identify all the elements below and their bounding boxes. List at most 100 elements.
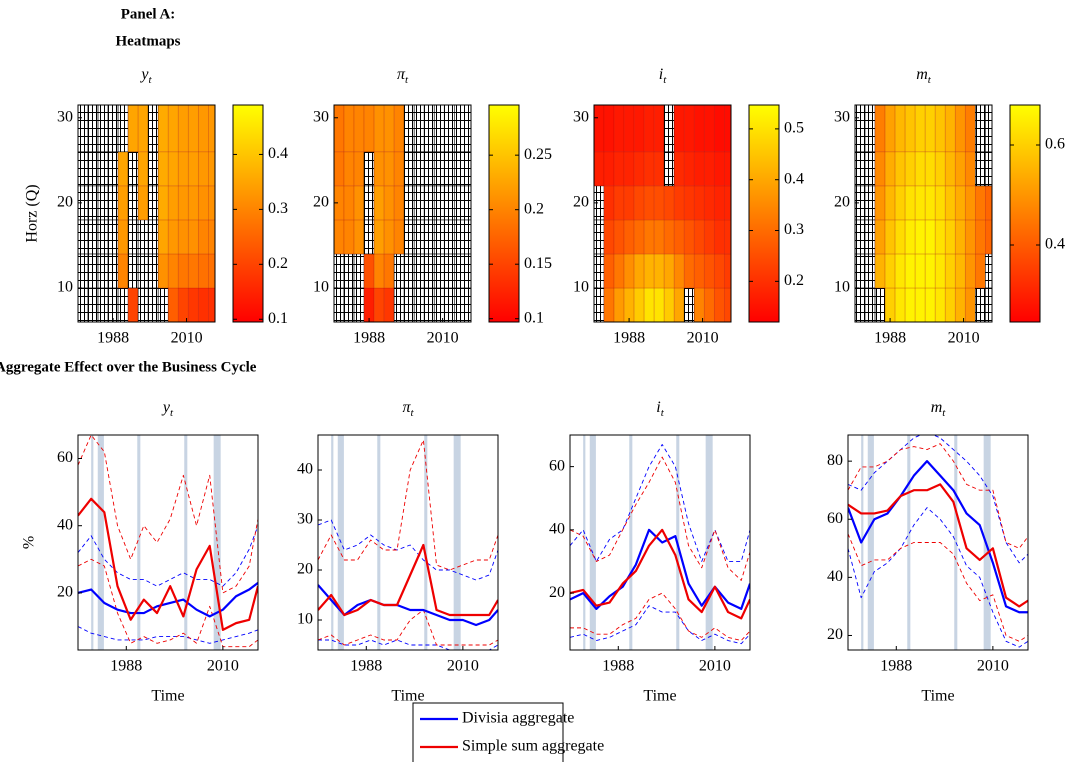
y-tick-label: 60 xyxy=(57,449,73,466)
title-subscript: t xyxy=(149,74,153,86)
heat-cell xyxy=(653,253,665,289)
heat-cell xyxy=(623,105,635,153)
colorbar-tick-label: 0.4 xyxy=(268,145,288,162)
recession-band xyxy=(983,435,991,650)
heat-cell xyxy=(934,185,946,221)
y-tick-label: 40 xyxy=(827,568,843,585)
masked-cell xyxy=(423,151,435,187)
heat-cell xyxy=(904,151,916,187)
masked-cell xyxy=(864,105,876,153)
y-tick-label: 20 xyxy=(297,561,313,578)
x-tick-label: 2010 xyxy=(171,330,203,347)
heat-cell xyxy=(964,185,976,221)
masked-cell xyxy=(443,185,455,221)
upper-band xyxy=(570,444,750,562)
heat-cell xyxy=(603,253,615,289)
recession-band xyxy=(629,435,633,650)
heat-cell xyxy=(594,151,605,187)
heat-cell xyxy=(373,151,385,187)
masked-cell xyxy=(403,287,415,322)
x-tick-label: 1988 xyxy=(350,658,382,675)
masked-cell xyxy=(464,219,471,255)
title-subscript: t xyxy=(663,74,667,86)
heat-cell xyxy=(343,105,355,153)
heat-cell xyxy=(197,105,209,153)
masked-cell xyxy=(147,185,159,221)
heat-cell xyxy=(683,219,695,255)
masked-cell xyxy=(864,287,876,322)
heat-cell xyxy=(944,219,956,255)
masked-cell xyxy=(363,219,375,255)
colorbar-tick-label: 0.2 xyxy=(268,255,288,272)
heat-cell xyxy=(633,151,645,187)
colorbar-tick-label: 0.25 xyxy=(524,146,552,163)
masked-cell xyxy=(443,287,455,322)
heat-cell xyxy=(924,151,936,187)
heat-cell xyxy=(208,105,215,153)
series-line xyxy=(78,497,258,631)
heat-cell xyxy=(724,287,731,322)
masked-cell xyxy=(147,219,159,255)
title-text: π xyxy=(402,399,411,416)
series-line xyxy=(848,483,1028,608)
heat-cell xyxy=(157,219,169,255)
chart-title: πt xyxy=(402,399,414,419)
masked-cell xyxy=(147,253,159,289)
masked-cell xyxy=(147,105,159,153)
heat-cell xyxy=(904,105,916,153)
y-tick-label: 60 xyxy=(549,457,565,474)
masked-cell xyxy=(403,219,415,255)
colorbar-tick-label: 0.4 xyxy=(784,170,804,187)
masked-cell xyxy=(393,287,405,322)
heat-cell xyxy=(167,287,179,322)
masked-cell xyxy=(985,151,992,187)
masked-cell xyxy=(87,219,99,255)
masked-cell xyxy=(97,105,109,153)
masked-cell xyxy=(127,185,139,221)
heat-cell xyxy=(964,151,976,187)
heat-cell xyxy=(663,253,675,289)
panel-b-title: Aggregate Effect over the Business Cycle xyxy=(0,359,257,375)
colorbar xyxy=(1009,104,1041,323)
heat-cell xyxy=(944,287,956,322)
heat-cell xyxy=(653,287,665,322)
masked-cell xyxy=(663,151,675,187)
heat-cell xyxy=(208,253,215,289)
heat-cell xyxy=(623,185,635,221)
heat-cell xyxy=(683,105,695,153)
masked-cell xyxy=(594,219,605,255)
heat-cell xyxy=(874,219,886,255)
masked-cell xyxy=(453,219,465,255)
x-axis-label: Time xyxy=(391,688,424,705)
legend: Divisia aggregate Simple sum aggregate xyxy=(412,702,604,762)
series-line xyxy=(318,543,498,617)
masked-cell xyxy=(464,253,471,289)
heat-cell xyxy=(117,185,129,221)
heat-cell xyxy=(653,219,665,255)
masked-cell xyxy=(334,253,345,289)
heat-cell xyxy=(167,185,179,221)
recession-band xyxy=(589,435,596,650)
heat-cell xyxy=(914,253,926,289)
heat-cell xyxy=(643,219,655,255)
heat-cell xyxy=(713,287,725,322)
heat-cell xyxy=(924,219,936,255)
chart-title: it xyxy=(656,399,664,419)
masked-cell xyxy=(663,105,675,153)
y-tick-label: 30 xyxy=(297,511,313,528)
heat-cell xyxy=(673,253,685,289)
masked-cell xyxy=(403,253,415,289)
heat-cell xyxy=(703,219,715,255)
heat-cell xyxy=(643,151,655,187)
masked-cell xyxy=(453,185,465,221)
heat-cell xyxy=(904,287,916,322)
upper-band xyxy=(78,435,258,594)
y-tick-label: 10 xyxy=(573,279,589,296)
heat-cell xyxy=(713,105,725,153)
masked-cell xyxy=(464,151,471,187)
heat-cell xyxy=(613,219,625,255)
masked-cell xyxy=(107,219,119,255)
masked-cell xyxy=(594,253,605,289)
heat-cell xyxy=(167,253,179,289)
series-line xyxy=(78,581,258,618)
